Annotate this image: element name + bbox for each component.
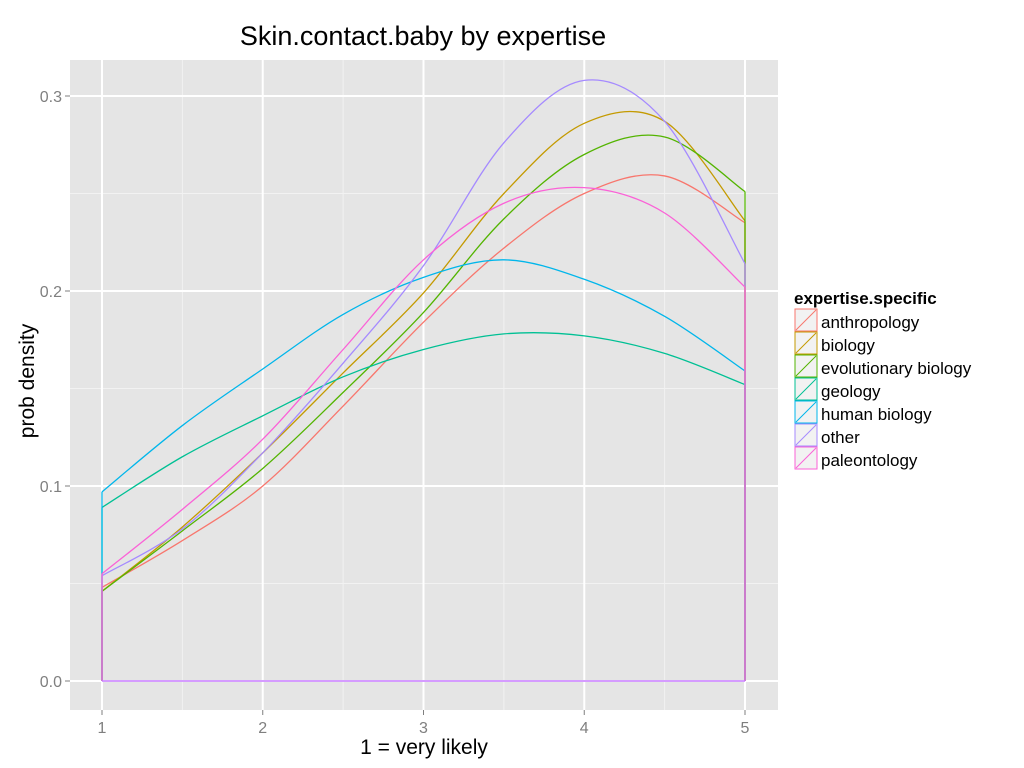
axis-tick-marks — [65, 95, 746, 715]
x-tick-label: 4 — [580, 720, 589, 737]
legend-key-biology — [794, 331, 818, 355]
legend-label: evolutionary biology — [821, 359, 972, 378]
y-tick-label: 0.1 — [40, 479, 62, 496]
legend-key-paleontology — [794, 446, 818, 470]
legend-key-geology — [794, 377, 818, 401]
legend-key-slash — [795, 401, 817, 423]
legend-key-evolutionary-biology — [794, 354, 818, 378]
density-curve-human-biology — [101, 259, 746, 493]
y-axis-ticks: 0.0 0.1 0.2 0.3 — [40, 89, 62, 691]
density-curve-anthropology — [101, 174, 746, 588]
x-axis-label: 1 = very likely — [360, 736, 488, 759]
legend-label: geology — [821, 382, 881, 401]
density-curve-geology — [101, 332, 746, 508]
density-curves — [101, 79, 746, 682]
density-curve-paleontology — [101, 186, 746, 575]
legend-label: biology — [821, 336, 875, 355]
x-axis-ticks: 1 2 3 4 5 — [98, 720, 750, 737]
x-tick-label: 3 — [419, 720, 428, 737]
legend-label: other — [821, 428, 860, 447]
legend-key-slash — [795, 424, 817, 446]
legend-key-slash — [795, 332, 817, 354]
x-tick-label: 2 — [258, 720, 267, 737]
legend-key-human-biology — [794, 400, 818, 424]
series-paleontology — [101, 186, 746, 681]
density-curve-other — [101, 79, 746, 577]
density-curve-biology — [101, 110, 746, 592]
legend-label: human biology — [821, 405, 932, 424]
density-curve-evolutionary-biology — [101, 134, 746, 592]
legend-keys — [794, 308, 818, 470]
legend-key-other — [794, 423, 818, 447]
y-axis-label: prob density — [16, 323, 39, 438]
x-tick-label: 5 — [741, 720, 750, 737]
legend-key-slash — [795, 378, 817, 400]
legend-key-slash — [795, 447, 817, 469]
legend-key-anthropology — [794, 308, 818, 332]
chart-title: Skin.contact.baby by expertise — [240, 21, 606, 51]
legend-label: paleontology — [821, 451, 918, 470]
legend: expertise.specific anthropology biology … — [794, 289, 972, 470]
legend-key-slash — [795, 309, 817, 331]
y-tick-label: 0.0 — [40, 674, 62, 691]
major-gridlines — [70, 60, 778, 710]
legend-key-slash — [795, 355, 817, 377]
x-tick-label: 1 — [98, 720, 107, 737]
y-tick-label: 0.3 — [40, 89, 62, 106]
legend-title: expertise.specific — [794, 289, 937, 308]
legend-label: anthropology — [821, 313, 920, 332]
y-tick-label: 0.2 — [40, 284, 62, 301]
